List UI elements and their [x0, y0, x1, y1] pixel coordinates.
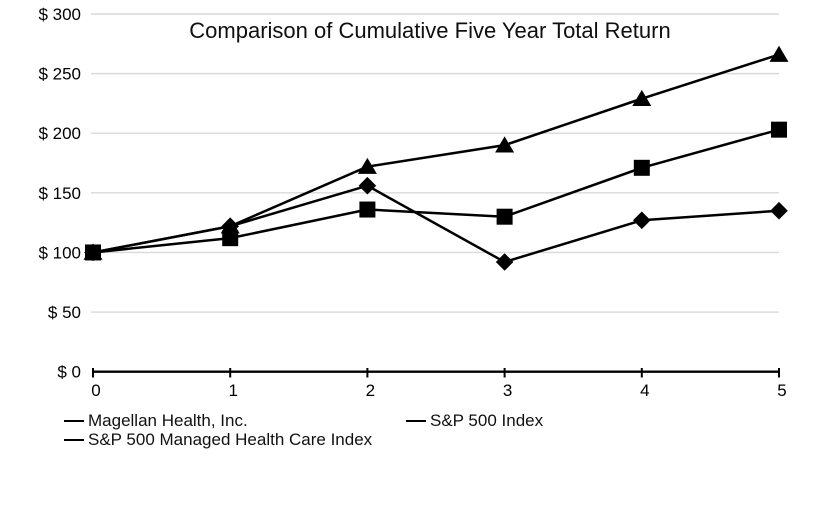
marker-triangle-s-p-500-managed-health-care-index	[357, 157, 377, 174]
marker-diamond-magellan-health-inc	[358, 176, 377, 195]
legend-item-sp500-index: S&P 500 Index	[406, 410, 543, 432]
legend-item-magellan-health: Magellan Health, Inc.	[64, 410, 248, 432]
y-axis-tick-label: $ 100	[38, 243, 81, 262]
marker-diamond-magellan-health-inc	[633, 211, 651, 230]
marker-square-s-p-500-index	[359, 201, 376, 218]
y-axis-tick-label: $ 0	[57, 363, 81, 382]
series-line-s-p-500-index	[92, 128, 780, 254]
marker-triangle-s-p-500-managed-health-care-index	[769, 45, 789, 62]
marker-diamond-magellan-health-inc	[770, 201, 788, 220]
legend-line-icon	[64, 419, 84, 423]
x-axis-tick-label: 4	[640, 381, 649, 400]
marker-triangle-s-p-500-managed-health-care-index	[632, 89, 652, 106]
y-axis-tick-label: $ 300	[38, 5, 81, 24]
marker-diamond-magellan-health-inc	[495, 253, 514, 271]
y-axis-tick-label: $ 200	[38, 124, 81, 143]
marker-triangle-s-p-500-managed-health-care-index	[495, 136, 515, 153]
legend-label: S&P 500 Managed Health Care Index	[88, 430, 373, 449]
y-axis-tick-label: $ 150	[38, 184, 81, 203]
x-axis-tick-label: 2	[366, 381, 375, 400]
chart-title: Comparison of Cumulative Five Year Total…	[189, 18, 671, 43]
series-line-s-p-500-managed-health-care-index	[92, 53, 780, 254]
legend-line-icon	[64, 438, 84, 442]
y-axis-tick-label: $ 50	[48, 303, 81, 322]
x-axis-tick-label: 0	[91, 381, 100, 400]
x-axis-tick-label: 5	[777, 381, 786, 400]
legend-label: Magellan Health, Inc.	[88, 411, 248, 430]
marker-triangle-s-p-500-managed-health-care-index	[220, 217, 240, 234]
marker-square-s-p-500-index	[771, 121, 787, 138]
marker-square-s-p-500-index	[496, 208, 513, 225]
y-axis-tick-label: $ 250	[38, 65, 81, 84]
legend-label: S&P 500 Index	[430, 411, 544, 430]
legend-item-sp500-managed-health-care-index: S&P 500 Managed Health Care Index	[64, 429, 372, 451]
legend-line-icon	[406, 419, 426, 423]
x-axis-tick-label: 3	[503, 381, 512, 400]
x-axis-tick-label: 1	[228, 381, 237, 400]
series-line-magellan-health-inc	[92, 184, 780, 264]
marker-square-s-p-500-index	[633, 159, 650, 176]
marker-square-s-p-500-index	[222, 230, 239, 247]
marker-triangle-s-p-500-managed-health-care-index	[83, 243, 103, 260]
